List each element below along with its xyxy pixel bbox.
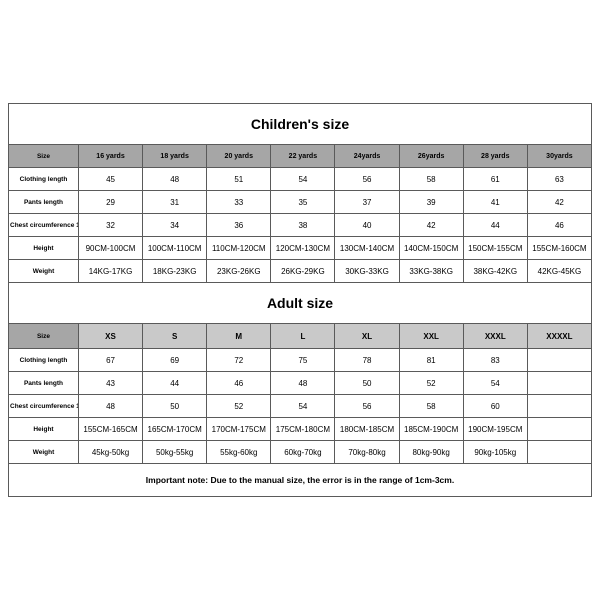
table-row: Chest circumference 1/2 48 50 52 54 56 5… (9, 395, 592, 418)
adult-title: Adult size (9, 283, 592, 324)
important-note: Important note: Due to the manual size, … (9, 464, 592, 497)
children-header-row: Size 16 yards 18 yards 20 yards 22 yards… (9, 145, 592, 168)
adult-hdr-1: S (143, 324, 207, 349)
children-row-pants: Pants length (9, 191, 79, 214)
adult-hdr-3: L (271, 324, 335, 349)
adult-header-row: Size XS S M L XL XXL XXXL XXXXL (9, 324, 592, 349)
children-row-chest: Chest circumference 1/2 (9, 214, 79, 237)
adult-row-chest: Chest circumference 1/2 (9, 395, 79, 418)
children-hdr-3: 22 yards (271, 145, 335, 168)
children-hdr-7: 30yards (527, 145, 591, 168)
adult-row-pants: Pants length (9, 372, 79, 395)
children-row-height: Height (9, 237, 79, 260)
children-row-weight: Weight (9, 260, 79, 283)
table-row: Pants length 43 44 46 48 50 52 54 (9, 372, 592, 395)
children-title: Children's size (9, 104, 592, 145)
adult-hdr-7: XXXXL (527, 324, 591, 349)
table-row: Chest circumference 1/2 32 34 36 38 40 4… (9, 214, 592, 237)
adult-hdr-0: XS (78, 324, 142, 349)
children-hdr-4: 24yards (335, 145, 399, 168)
children-hdr-0: 16 yards (78, 145, 142, 168)
adult-hdr-6: XXXL (463, 324, 527, 349)
table-row: Height 90CM-100CM 100CM-110CM 110CM-120C… (9, 237, 592, 260)
children-hdr-2: 20 yards (207, 145, 271, 168)
children-size-table: Children's size Size 16 yards 18 yards 2… (8, 103, 592, 497)
adult-row-size: Size (9, 324, 79, 349)
table-row: Clothing length 67 69 72 75 78 81 83 (9, 349, 592, 372)
children-hdr-1: 18 yards (143, 145, 207, 168)
children-hdr-6: 28 yards (463, 145, 527, 168)
adult-hdr-4: XL (335, 324, 399, 349)
table-row: Weight 14KG-17KG 18KG-23KG 23KG-26KG 26K… (9, 260, 592, 283)
table-row: Height 155CM-165CM 165CM-170CM 170CM-175… (9, 418, 592, 441)
children-row-size: Size (9, 145, 79, 168)
adult-hdr-5: XXL (399, 324, 463, 349)
children-row-clothing: Clothing length (9, 168, 79, 191)
adult-row-weight: Weight (9, 441, 79, 464)
children-hdr-5: 26yards (399, 145, 463, 168)
table-row: Pants length 29 31 33 35 37 39 41 42 (9, 191, 592, 214)
table-row: Clothing length 45 48 51 54 56 58 61 63 (9, 168, 592, 191)
adult-row-height: Height (9, 418, 79, 441)
adult-row-clothing: Clothing length (9, 349, 79, 372)
table-row: Weight 45kg-50kg 50kg-55kg 55kg-60kg 60k… (9, 441, 592, 464)
adult-hdr-2: M (207, 324, 271, 349)
